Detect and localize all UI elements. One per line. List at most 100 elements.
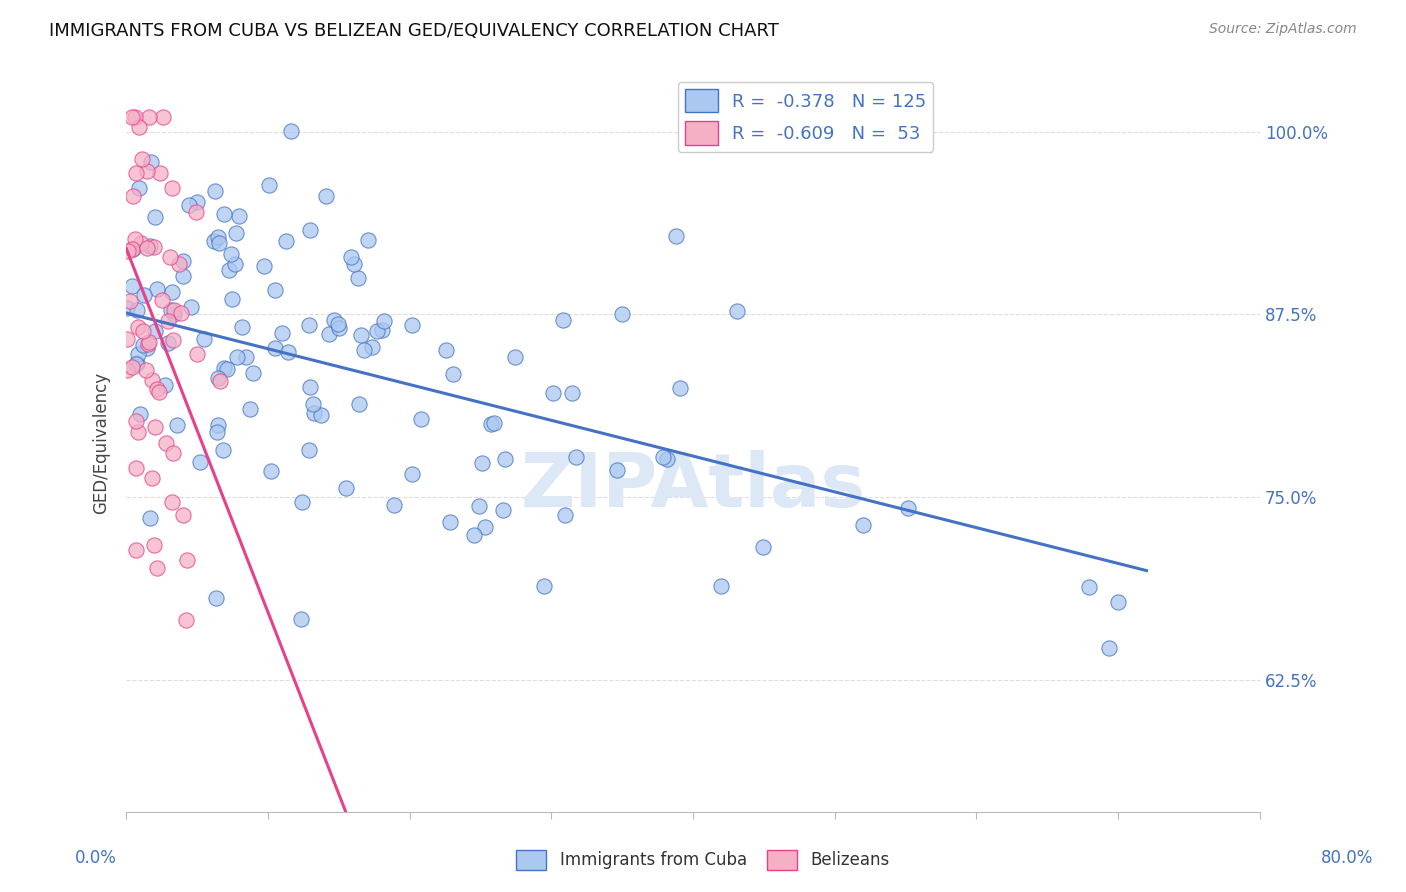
Point [318,326,340,341]
Point [347,271,370,285]
Point [141,471,163,485]
Point [533,579,555,593]
Point [131,324,153,338]
Point [174,614,197,628]
Point [211,443,233,458]
Point [146,282,169,296]
Point [304,406,326,420]
Point [610,307,633,321]
Point [207,418,229,433]
Point [411,412,433,426]
Point [260,464,283,478]
Point [471,456,494,470]
Point [146,560,169,574]
Point [155,377,177,392]
Point [124,413,146,427]
Point [551,313,574,327]
Point [347,397,370,411]
Point [180,300,202,314]
Point [125,166,148,180]
Point [186,194,208,209]
Point [125,543,148,558]
Point [335,481,357,495]
Point [152,110,174,124]
Text: Source: ZipAtlas.com: Source: ZipAtlas.com [1209,22,1357,37]
Point [259,178,281,192]
Point [401,467,423,481]
Point [242,366,264,380]
Point [652,450,675,464]
Point [291,495,314,509]
Point [125,355,148,369]
Point [340,251,363,265]
Point [467,499,489,513]
Point [228,209,250,223]
Point [439,515,461,529]
Point [366,324,388,338]
Point [208,374,231,388]
Point [121,110,143,124]
Point [350,328,373,343]
Point [141,373,163,387]
Point [225,227,247,241]
Legend: Immigrants from Cuba, Belizeans: Immigrants from Cuba, Belizeans [510,843,896,877]
Point [491,503,513,517]
Point [280,123,302,137]
Point [155,436,177,450]
Point [166,417,188,432]
Point [274,234,297,248]
Point [142,538,165,552]
Point [231,320,253,334]
Point [360,340,382,354]
Point [121,242,143,256]
Point [315,188,337,202]
Point [127,347,149,361]
Point [186,347,208,361]
Text: 80.0%: 80.0% [1320,849,1374,867]
Point [434,343,457,358]
Point [162,285,184,300]
Point [159,250,181,264]
Point [136,341,159,355]
Point [143,210,166,224]
Point [162,306,184,320]
Point [353,343,375,357]
Point [134,287,156,301]
Point [128,120,150,134]
Point [290,611,312,625]
Point [298,318,321,332]
Point [128,180,150,194]
Point [326,317,349,331]
Point [170,306,193,320]
Point [121,360,143,375]
Point [479,417,502,431]
Point [149,166,172,180]
Legend: R =  -0.378   N = 125, R =  -0.609   N =  53: R = -0.378 N = 125, R = -0.609 N = 53 [678,82,934,152]
Point [135,241,157,255]
Point [145,324,167,338]
Point [125,358,148,372]
Point [127,319,149,334]
Point [239,402,262,417]
Point [565,450,588,465]
Text: ZIPAtlas: ZIPAtlas [520,450,866,524]
Point [212,207,235,221]
Point [298,222,321,236]
Point [139,239,162,253]
Point [160,495,183,509]
Point [117,244,139,258]
Point [482,416,505,430]
Point [128,407,150,421]
Point [668,381,690,395]
Point [441,368,464,382]
Point [120,293,142,308]
Point [263,283,285,297]
Point [302,397,325,411]
Point [474,519,496,533]
Point [176,553,198,567]
Point [162,181,184,195]
Point [371,323,394,337]
Point [665,229,688,244]
Point [193,332,215,346]
Point [184,205,207,219]
